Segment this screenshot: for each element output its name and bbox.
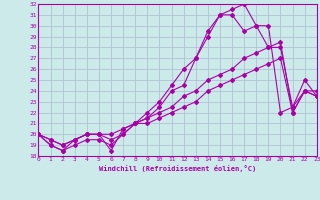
X-axis label: Windchill (Refroidissement éolien,°C): Windchill (Refroidissement éolien,°C) [99, 165, 256, 172]
